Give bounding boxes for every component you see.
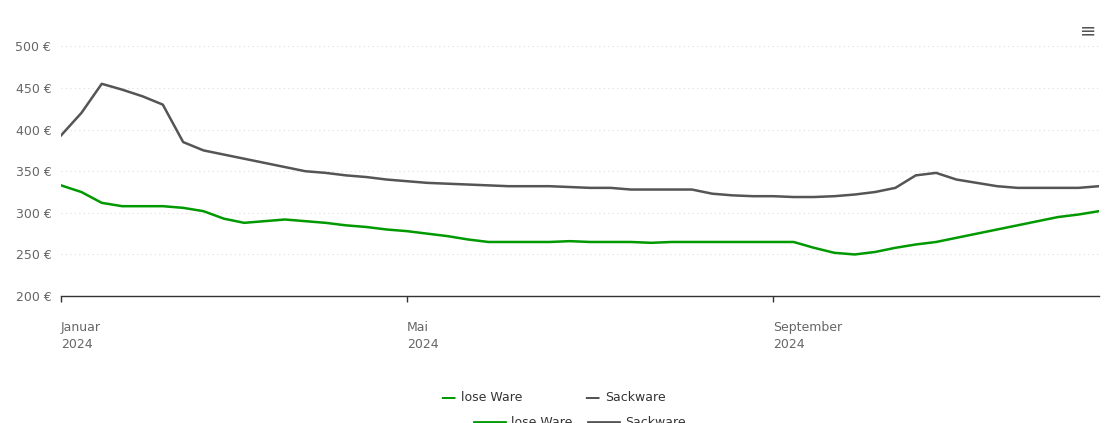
- Text: 2024: 2024: [61, 338, 92, 351]
- Text: ≡: ≡: [1080, 21, 1097, 40]
- Text: —: —: [584, 390, 599, 405]
- Text: —: —: [440, 390, 455, 405]
- Text: Januar: Januar: [61, 321, 101, 334]
- Text: 2024: 2024: [407, 338, 438, 351]
- Text: lose Ware: lose Ware: [461, 391, 522, 404]
- Text: 2024: 2024: [774, 338, 805, 351]
- Text: September: September: [774, 321, 842, 334]
- Text: Sackware: Sackware: [605, 391, 666, 404]
- Legend: lose Ware, Sackware: lose Ware, Sackware: [470, 411, 690, 423]
- Text: Mai: Mai: [407, 321, 428, 334]
